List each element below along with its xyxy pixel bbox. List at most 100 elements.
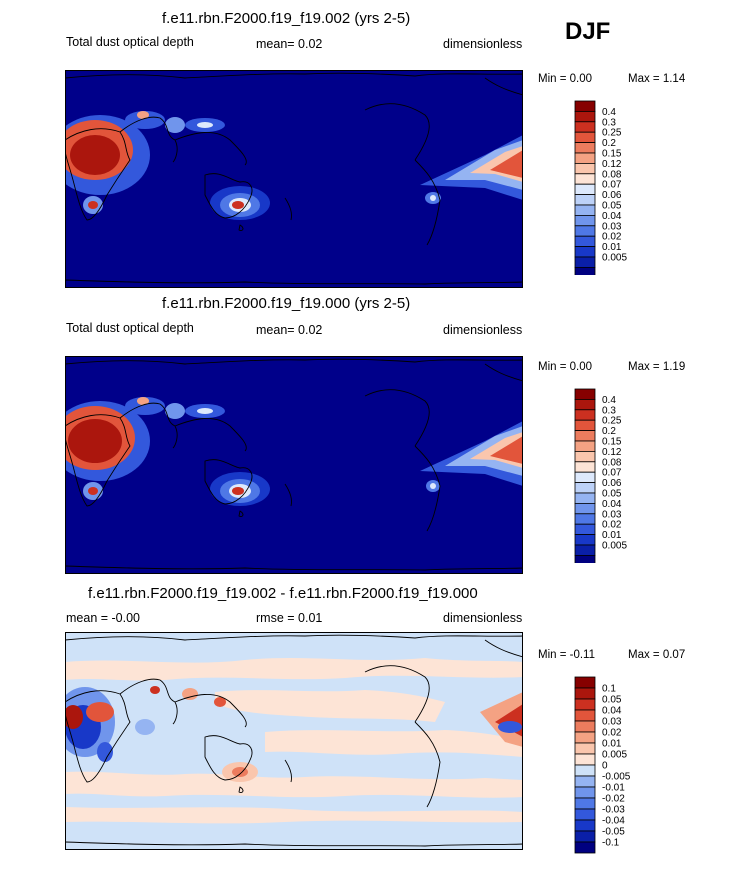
colorbar-tick-label: -0.01: [602, 783, 625, 794]
colorbar-tick-label: 0.02: [602, 232, 622, 243]
colorbar-tick-label: 0.2: [602, 426, 616, 437]
panel2-map: [65, 356, 523, 574]
colorbar-box: [574, 797, 596, 810]
colorbar-box: [574, 554, 596, 563]
colorbar-tick-label: 0.07: [602, 468, 622, 479]
colorbar-box: [574, 398, 596, 411]
panel1-map: [65, 70, 523, 288]
panel3-colorbar: 0.10.050.040.030.020.010.0050-0.005-0.01…: [574, 676, 631, 854]
colorbar-box: [574, 142, 596, 154]
colorbar-box: [574, 163, 596, 175]
colorbar-box: [574, 225, 596, 237]
panel2-min: Min = 0.00: [538, 361, 593, 373]
panel3-map: [65, 632, 523, 850]
colorbar-tick-label: 0.07: [602, 180, 622, 191]
colorbar-tick-label: 0.03: [602, 717, 622, 728]
colorbar-tick-label: 0.02: [602, 520, 622, 531]
panel2-coastlines: [65, 358, 523, 571]
colorbar-tick-label: 0.03: [602, 509, 622, 520]
colorbar-box: [574, 698, 596, 711]
colorbar-box: [574, 100, 596, 112]
panel3-title: f.e11.rbn.F2000.f19_f19.002 - f.e11.rbn.…: [88, 585, 478, 602]
colorbar-box: [574, 523, 596, 535]
colorbar-tick-label: 0.08: [602, 457, 622, 468]
panel3-coastlines: [65, 634, 523, 847]
colorbar-box: [574, 492, 596, 504]
colorbar-tick-label: 0.15: [602, 437, 622, 448]
colorbar-tick-label: -0.02: [602, 794, 625, 805]
colorbar-tick-label: 0.4: [602, 395, 616, 406]
colorbar-box: [574, 451, 596, 463]
colorbar-tick-label: 0.04: [602, 499, 622, 510]
panel3-diff-field: [65, 658, 523, 824]
colorbar-tick-label: -0.05: [602, 827, 625, 838]
panel2-colorbar: 0.40.30.250.20.150.120.080.070.060.050.0…: [574, 388, 627, 563]
colorbar-box: [574, 131, 596, 144]
colorbar-box: [574, 742, 596, 755]
colorbar-box: [574, 676, 596, 689]
colorbar-box: [574, 731, 596, 744]
colorbar-tick-label: -0.005: [602, 772, 631, 783]
colorbar-tick-label: 0.005: [602, 541, 627, 552]
panel3-mean: mean = -0.00: [66, 611, 141, 625]
colorbar-box: [574, 819, 596, 832]
colorbar-tick-label: 0.04: [602, 211, 622, 222]
panel1-min: Min = 0.00: [538, 73, 593, 85]
colorbar-box: [574, 471, 596, 483]
panel2-max: Max = 1.19: [628, 361, 686, 373]
colorbar-box: [574, 194, 596, 206]
panel3-max: Max = 0.07: [628, 649, 686, 661]
panel1-colorbar: 0.40.30.250.20.150.120.080.070.060.050.0…: [574, 100, 627, 275]
panel2-title: f.e11.rbn.F2000.f19_f19.000 (yrs 2-5): [162, 295, 411, 312]
panel1-coastlines: [65, 72, 523, 285]
colorbar-tick-label: 0.04: [602, 706, 622, 717]
colorbar-box: [574, 430, 596, 442]
colorbar-box: [574, 482, 596, 494]
colorbar-tick-label: 0.005: [602, 750, 627, 761]
colorbar-box: [574, 152, 596, 164]
colorbar-tick-label: 0.3: [602, 117, 616, 128]
colorbar-box: [574, 409, 596, 421]
colorbar-box: [574, 246, 596, 258]
colorbar-box: [574, 841, 596, 854]
colorbar-box: [574, 256, 596, 268]
colorbar-box: [574, 215, 596, 227]
colorbar-tick-label: 0: [602, 761, 608, 772]
colorbar-box: [574, 775, 596, 788]
colorbar-tick-label: 0.01: [602, 530, 622, 541]
colorbar-tick-label: 0.05: [602, 201, 622, 212]
colorbar-box: [574, 183, 596, 195]
colorbar-tick-label: 0.03: [602, 221, 622, 232]
colorbar-box: [574, 720, 596, 733]
colorbar-box: [574, 235, 596, 247]
colorbar-tick-label: 0.06: [602, 190, 622, 201]
panel3-rmse: rmse = 0.01: [256, 611, 323, 625]
colorbar-tick-label: 0.01: [602, 739, 622, 750]
colorbar-box: [574, 830, 596, 843]
colorbar-tick-label: -0.04: [602, 816, 625, 827]
colorbar-box: [574, 110, 596, 123]
colorbar-box: [574, 753, 596, 766]
colorbar-box: [574, 461, 596, 473]
colorbar-box: [574, 419, 596, 432]
colorbar-tick-label: 0.05: [602, 489, 622, 500]
colorbar-tick-label: 0.25: [602, 128, 622, 139]
colorbar-tick-label: 0.2: [602, 138, 616, 149]
colorbar-box: [574, 204, 596, 216]
panel1-mean: mean= 0.02: [256, 37, 323, 51]
colorbar-box: [574, 544, 596, 556]
colorbar-tick-label: 0.02: [602, 728, 622, 739]
colorbar-box: [574, 121, 596, 133]
panel2-variable-label: Total dust optical depth: [66, 321, 194, 335]
colorbar-tick-label: 0.08: [602, 169, 622, 180]
colorbar-box: [574, 808, 596, 821]
panel2-mean: mean= 0.02: [256, 323, 323, 337]
colorbar-tick-label: 0.3: [602, 405, 616, 416]
colorbar-tick-label: -0.03: [602, 805, 625, 816]
colorbar-tick-label: 0.06: [602, 478, 622, 489]
panel2-dust-field: [65, 397, 523, 506]
panel1-title: f.e11.rbn.F2000.f19_f19.002 (yrs 2-5): [162, 10, 411, 27]
colorbar-box: [574, 534, 596, 546]
colorbar-box: [574, 709, 596, 722]
panel3-units: dimensionless: [443, 611, 523, 625]
